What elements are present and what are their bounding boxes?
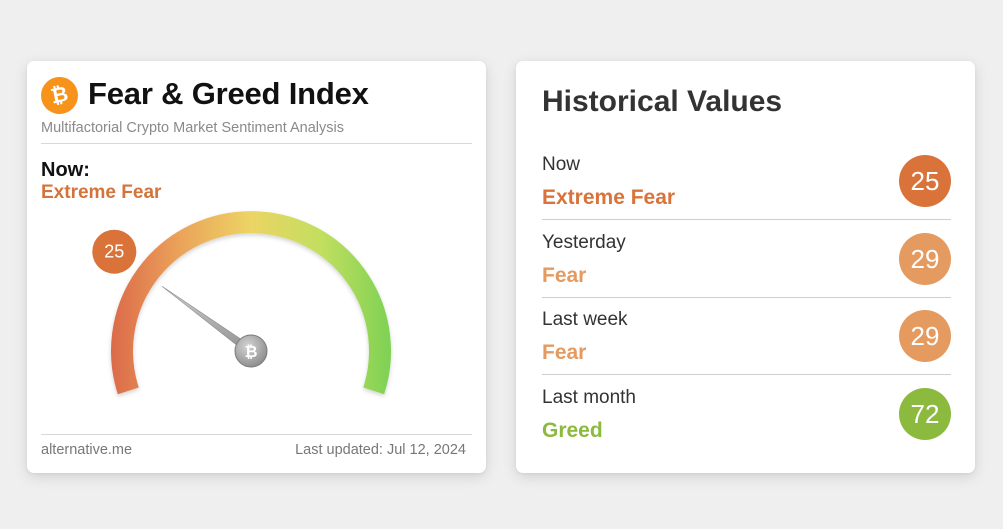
fear-greed-index-card: ₿ Fear & Greed Index Multifactorial Cryp… <box>27 61 486 473</box>
footer-divider <box>41 434 472 435</box>
history-row-now: Now Extreme Fear 25 <box>542 142 951 220</box>
row-value-badge: 29 <box>899 310 951 362</box>
history-row-last-month: Last month Greed 72 <box>542 375 951 452</box>
history-row-yesterday: Yesterday Fear 29 <box>542 220 951 298</box>
row-value-badge: 29 <box>899 233 951 285</box>
row-label: Last week <box>542 309 628 330</box>
row-classification: Fear <box>542 341 587 364</box>
row-label: Yesterday <box>542 232 626 253</box>
now-classification: Extreme Fear <box>41 182 162 203</box>
source-label: alternative.me <box>41 442 133 458</box>
bitcoin-icon: ₿ <box>244 342 257 361</box>
gauge-arc <box>111 211 391 395</box>
row-value-badge: 25 <box>899 155 951 207</box>
card-subtitle: Multifactorial Crypto Market Sentiment A… <box>41 120 344 136</box>
historical-values-card: Historical Values Now Extreme Fear 25 Ye… <box>516 61 975 473</box>
gauge-hub: ₿ <box>234 334 268 368</box>
sentiment-gauge: ₿ 25 <box>92 211 391 395</box>
row-label: Last month <box>542 387 636 408</box>
row-classification: Fear <box>542 264 587 287</box>
header-divider <box>41 143 472 144</box>
gauge-value-badge: 25 <box>92 229 137 274</box>
row-value-badge: 72 <box>899 388 951 440</box>
row-classification: Greed <box>542 419 603 442</box>
row-label: Now <box>542 154 581 175</box>
gauge-value: 25 <box>104 242 124 262</box>
now-label: Now: <box>41 159 90 181</box>
last-updated: Last updated: Jul 12, 2024 <box>295 442 466 458</box>
history-row-last-week: Last week Fear 29 <box>542 297 951 375</box>
card-title: Fear & Greed Index <box>88 76 369 111</box>
historical-title: Historical Values <box>542 85 783 118</box>
row-classification: Extreme Fear <box>542 186 676 209</box>
